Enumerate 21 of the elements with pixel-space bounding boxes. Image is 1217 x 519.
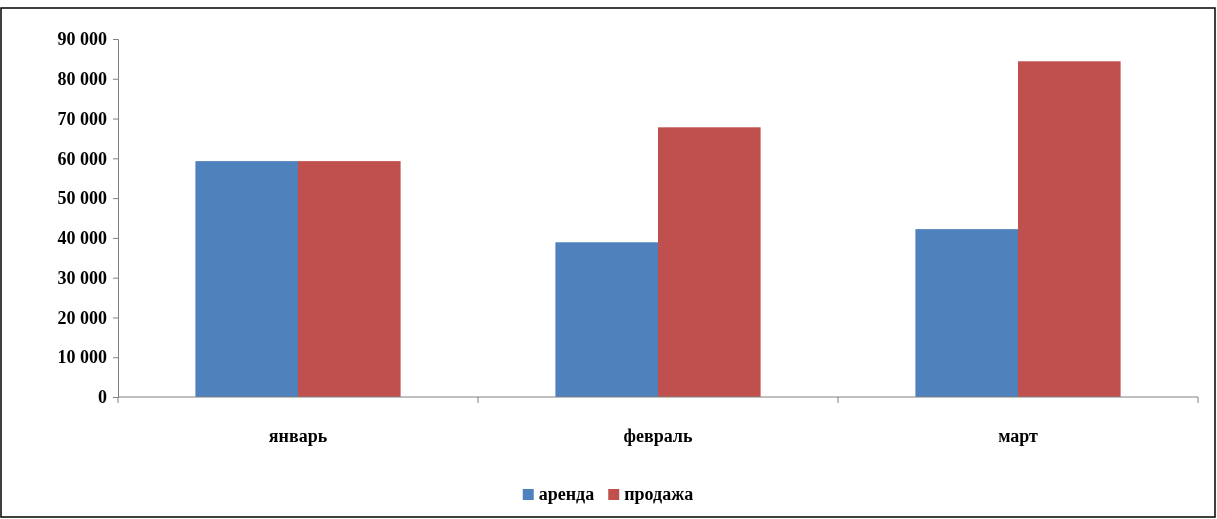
y-tick-label: 70 000: [57, 108, 107, 129]
y-tick-label: 40 000: [57, 228, 107, 249]
y-tick-label: 10 000: [57, 347, 107, 368]
bar: [298, 161, 401, 397]
bar: [195, 161, 298, 397]
y-tick-label: 30 000: [57, 267, 107, 288]
y-tick-label: 80 000: [57, 69, 107, 90]
x-tick-label: январь: [268, 425, 328, 446]
y-tick-label: 60 000: [57, 148, 107, 169]
x-tick-label: февраль: [623, 425, 693, 446]
y-tick-label: 90 000: [57, 29, 107, 50]
y-tick-label: 20 000: [57, 307, 107, 328]
legend-label: продажа: [624, 484, 694, 504]
bar: [658, 127, 761, 397]
legend-label: аренда: [538, 484, 595, 504]
bar: [915, 229, 1018, 397]
bar: [1018, 61, 1121, 397]
y-tick-label: 50 000: [57, 188, 107, 209]
y-tick-label: 0: [98, 387, 107, 408]
x-tick-label: март: [998, 425, 1039, 446]
bar: [555, 242, 658, 397]
